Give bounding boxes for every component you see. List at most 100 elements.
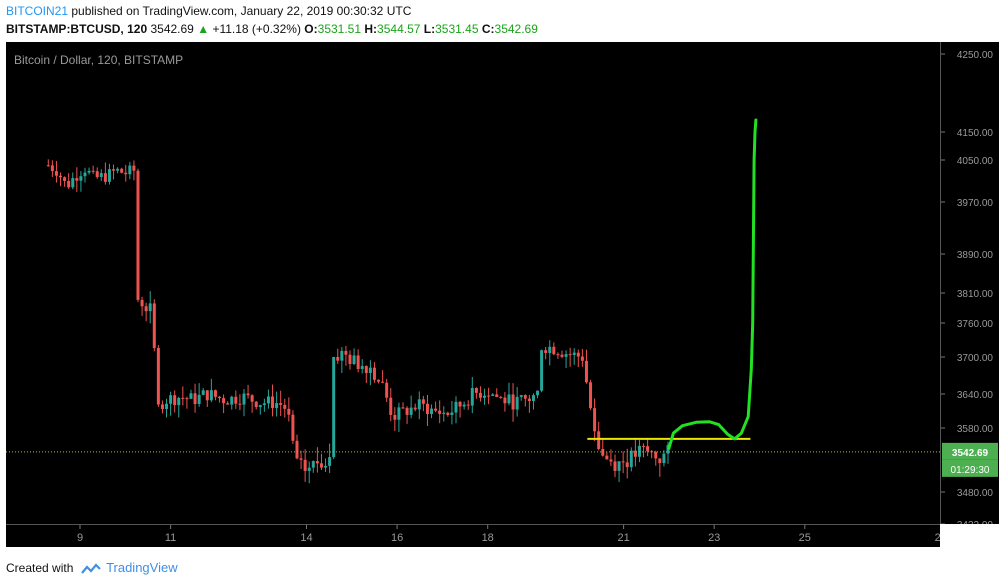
x-tick-label: 14 [300, 532, 312, 544]
time-axis[interactable]: 9 11 14 16 18 21 23 25 28 [6, 524, 947, 547]
candle-body [185, 398, 189, 400]
candle-body [434, 408, 438, 411]
candle-body [120, 168, 124, 173]
chart-title: Bitcoin / Dollar, 120, BITSTAMP [14, 53, 183, 67]
x-tick-label: 21 [617, 532, 629, 544]
candle-body [425, 403, 429, 414]
candle-body [446, 412, 450, 415]
candle-body [91, 170, 95, 172]
tradingview-logo-icon [80, 563, 101, 574]
candle-body [328, 457, 332, 466]
high-label: H: [364, 22, 378, 36]
publish-info: BITCOIN21 published on TradingView.com, … [6, 4, 411, 18]
candle-body [103, 173, 107, 182]
candle-body [621, 461, 625, 463]
candle-body [405, 407, 409, 415]
candle-body [377, 379, 381, 382]
candle-body [67, 180, 71, 188]
candle-body [271, 396, 275, 409]
candle-body [430, 408, 434, 414]
candle-body [136, 170, 140, 300]
candle-body [552, 346, 556, 355]
candle-body [544, 350, 548, 353]
candle-body [511, 394, 515, 410]
candle-body [144, 306, 148, 312]
candle-body [352, 355, 356, 365]
candle-body [372, 367, 376, 380]
candle-body [266, 396, 270, 404]
candle-body [222, 398, 226, 404]
price-change: +11.18 (+0.32%) [212, 22, 301, 36]
candle-body [189, 393, 193, 399]
candle-body [54, 171, 58, 176]
tradingview-brand[interactable]: TradingView [106, 560, 178, 575]
candle-body [303, 459, 307, 471]
candle-body [132, 165, 136, 171]
candle-body [160, 404, 164, 409]
candle-body [193, 393, 197, 405]
y-tick-label: 3760.00 [957, 319, 994, 330]
candle-body [95, 171, 99, 178]
candle-body [332, 357, 336, 458]
candle-body [658, 458, 662, 464]
candle-body [348, 354, 352, 365]
candle-body [503, 397, 507, 404]
candle-body [173, 395, 177, 406]
candle-body [442, 412, 446, 414]
candle-body [356, 355, 360, 369]
candle-body [483, 395, 487, 398]
candle-body [197, 394, 201, 405]
candle-body [507, 394, 511, 404]
close-label: C: [481, 22, 495, 36]
candle-body [576, 352, 580, 357]
price-axis[interactable]: 4250.00 4150.00 4050.00 3970.00 3890.00 3810.… [940, 42, 999, 531]
candle-body [336, 357, 340, 361]
candle-body [572, 352, 576, 355]
last-price: 3542.69 [150, 22, 194, 36]
candle-body [299, 458, 303, 460]
candle-body [315, 461, 319, 464]
candle-body [421, 399, 425, 404]
candle-body [625, 462, 629, 468]
candle-body [401, 407, 405, 409]
candle-body [470, 387, 474, 406]
current-price-badge [942, 442, 998, 460]
candle-body [564, 354, 568, 357]
candle-body [311, 461, 315, 468]
candle-body [344, 350, 348, 355]
candle-body [250, 395, 254, 402]
candle-body [230, 396, 234, 405]
price-chart[interactable]: Bitcoin / Dollar, 120, BITSTAMP [6, 42, 940, 524]
close-value: 3542.69 [494, 22, 538, 36]
low-value: 3531.45 [435, 22, 479, 36]
candle-body [548, 346, 552, 353]
candle-body [140, 299, 144, 307]
candle-body [381, 381, 385, 383]
candle-body [128, 165, 132, 175]
candle-body [152, 303, 156, 348]
candle-body [523, 395, 527, 399]
candle-body [605, 455, 609, 460]
x-tick-label: 18 [482, 532, 494, 544]
candle-body [629, 450, 633, 468]
candle-body [201, 390, 205, 395]
y-tick-label: 3480.00 [957, 488, 994, 499]
candle-body [258, 405, 262, 408]
candle-body [495, 394, 499, 398]
high-value: 3544.57 [377, 22, 421, 36]
y-tick-label: 3810.00 [957, 289, 994, 300]
candle-body [389, 397, 393, 415]
candle-body [589, 382, 593, 409]
candle-body [593, 408, 597, 432]
published-text: published on TradingView.com, January 22… [71, 4, 412, 18]
candle-body [46, 165, 50, 167]
candle-body [71, 178, 75, 188]
open-label: O: [304, 22, 318, 36]
candle-body [654, 451, 658, 459]
x-tick-label: 16 [391, 532, 403, 544]
author-link[interactable]: BITCOIN21 [6, 4, 69, 18]
candle-body [319, 463, 323, 468]
candle-body [454, 401, 458, 413]
chart-plot-area[interactable]: Bitcoin / Dollar, 120, BITSTAMP [6, 42, 940, 524]
candle-body [107, 169, 111, 182]
